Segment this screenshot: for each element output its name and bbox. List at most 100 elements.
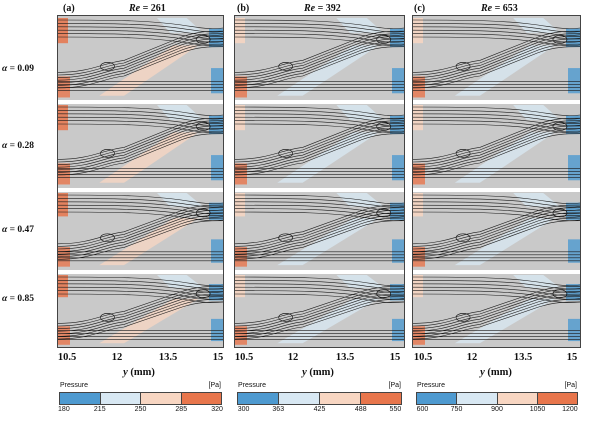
outlet-pressure-patch (392, 318, 404, 342)
streamline (58, 220, 223, 260)
legend-value: 900 (491, 406, 503, 413)
axis-unit: (mm) (487, 367, 512, 378)
legend-swatch-mid-low (100, 393, 141, 404)
streamline (58, 41, 223, 84)
streamline (235, 208, 404, 218)
inlet-pressure-patch (235, 326, 247, 345)
inlet-pressure-patch (413, 105, 423, 131)
alpha-symbol: α (2, 141, 8, 151)
inlet-pressure-patch (235, 105, 245, 131)
channel-pressure-region (99, 132, 199, 183)
inlet-pressure-patch (58, 18, 68, 44)
streamline (235, 286, 404, 297)
streamline (58, 194, 223, 204)
streamline-plot (413, 16, 580, 347)
legend-swatch-low (417, 393, 458, 404)
legend-swatch-mid-low (457, 393, 498, 404)
channel-pressure-region (99, 218, 199, 266)
streamline (235, 280, 404, 290)
outlet-pressure-patch (211, 318, 223, 342)
recirculation-vortex (100, 149, 115, 158)
x-tick: 13.5 (335, 352, 355, 363)
streamline (235, 204, 404, 215)
streamline (413, 286, 580, 324)
streamline (235, 29, 404, 40)
legend-swatch-mid-high (497, 393, 538, 404)
streamline (413, 198, 580, 208)
recirculation-vortex (195, 122, 211, 131)
channel-gap (58, 188, 223, 192)
axis-symbol: y (302, 367, 307, 378)
streamline (235, 194, 404, 204)
streamline (235, 110, 404, 120)
inlet-pressure-patch (413, 326, 425, 345)
streamline (413, 123, 580, 165)
channel-pressure-region (513, 105, 560, 120)
streamline (58, 33, 223, 76)
legend-swatch-high (181, 393, 221, 404)
streamline (235, 133, 404, 176)
recirculation-vortex (552, 289, 568, 299)
legend-value: 550 (389, 406, 402, 413)
streamline (58, 128, 223, 171)
recirculation-vortex (278, 233, 294, 243)
streamline (235, 23, 404, 33)
legend-swatch-low (60, 393, 101, 404)
streamline (413, 36, 580, 46)
legend-title: Pressure (417, 382, 446, 389)
streamline (58, 299, 223, 337)
recirculation-vortex (552, 122, 568, 131)
recirculation-vortex (278, 149, 294, 158)
streamline (413, 19, 580, 29)
streamline (58, 280, 223, 290)
streamline (413, 288, 580, 327)
streamline (413, 43, 580, 86)
legend-swatch-low (238, 393, 279, 404)
streamline (235, 276, 404, 286)
x-tick: 10.5 (57, 352, 77, 363)
channel-gap (235, 100, 404, 104)
reynolds-value: = 261 (142, 3, 166, 14)
flow-field-panel-c (412, 15, 581, 348)
streamline (235, 204, 404, 245)
legend-swatch-mid-low (279, 393, 320, 404)
streamline (413, 296, 580, 335)
legend-swatch-mid-high (141, 393, 182, 404)
streamline (413, 133, 580, 176)
streamline (58, 201, 223, 211)
pressure-legend-a: Pressure [Pa] 180 215 250 285 320 (58, 382, 223, 418)
streamline (235, 116, 404, 127)
streamline (413, 299, 580, 337)
outlet-pressure-patch (392, 68, 404, 94)
reynolds-value: = 653 (494, 3, 518, 14)
streamline (58, 46, 223, 89)
streamline (413, 209, 580, 250)
inlet-pressure-patch (58, 326, 70, 345)
streamline (235, 286, 404, 324)
legend-swatch-high (361, 393, 401, 404)
streamline (235, 211, 404, 221)
x-tick: 15 (212, 352, 224, 363)
streamline (413, 290, 580, 300)
streamline (235, 33, 404, 76)
channel-pressure-region (454, 132, 555, 183)
streamline-plot (235, 16, 404, 347)
streamline (413, 123, 580, 133)
recirculation-vortex (195, 35, 211, 44)
x-tick: 13.5 (158, 352, 178, 363)
streamline (58, 110, 223, 120)
streamline (235, 117, 404, 160)
streamline (413, 220, 580, 260)
domain-background (58, 16, 223, 347)
alpha-symbol: α (2, 294, 8, 304)
streamline (413, 204, 580, 215)
panel-heading-a: (a) Re = 261 (63, 3, 223, 14)
outlet-pressure-patch (568, 318, 580, 342)
streamline (413, 116, 580, 127)
axis-symbol: y (123, 367, 128, 378)
streamline (58, 116, 223, 127)
streamline (235, 288, 404, 327)
streamline (235, 283, 404, 293)
x-tick: 13.5 (513, 352, 533, 363)
legend-value: 600 (416, 406, 429, 413)
